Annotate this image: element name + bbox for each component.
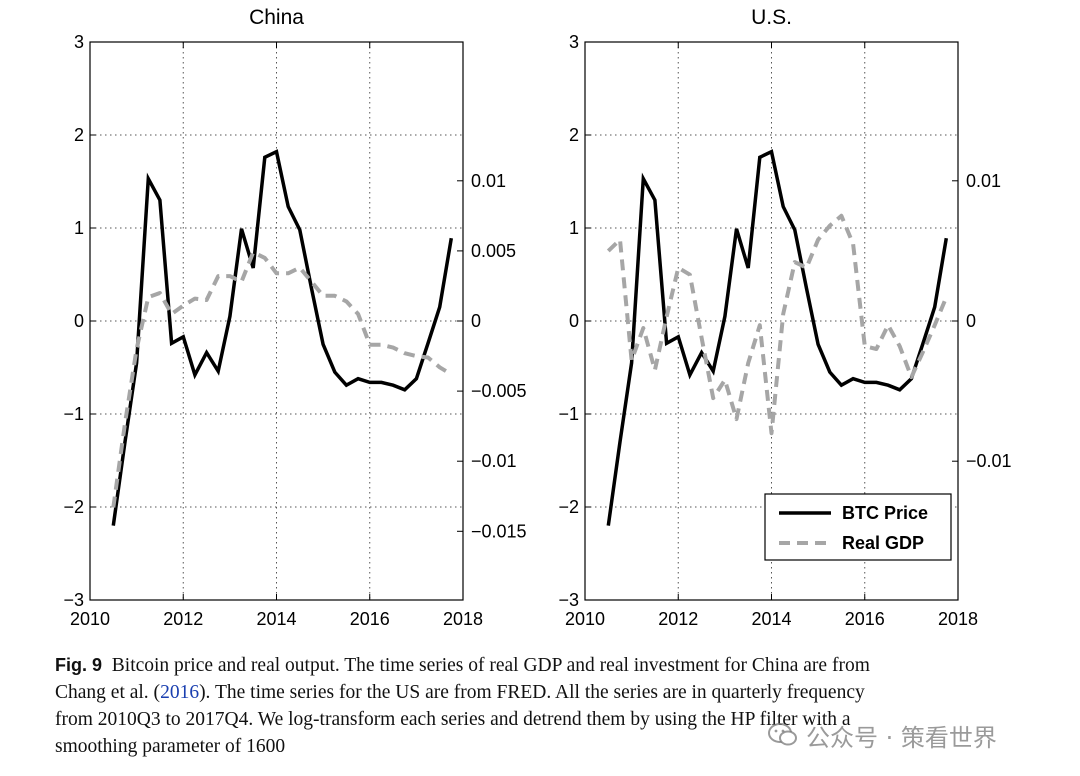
y2-tick-label: 0.01	[471, 171, 506, 191]
y2-tick-label: 0.01	[966, 171, 1001, 191]
legend-box	[764, 493, 952, 561]
watermark-text: 公众号 · 策看世界	[806, 723, 997, 752]
caption-text-2a: Chang et al. (	[55, 682, 161, 703]
caption-line-2: Chang et al. (2016). The time series for…	[55, 679, 1040, 706]
x-tick-label: 2018	[443, 609, 483, 629]
caption-figure-label: Fig. 9	[55, 655, 103, 675]
figure-caption: Fig. 9 Bitcoin price and real output. Th…	[55, 652, 1040, 760]
y-tick-label: 2	[74, 125, 84, 145]
btc-price-line	[111, 149, 454, 526]
x-tick-label: 2010	[565, 609, 605, 629]
y2-tick-label: 0	[471, 311, 481, 331]
x-tick-label: 2012	[163, 609, 203, 629]
y2-tick-label: −0.01	[471, 451, 517, 471]
y-tick-label: −2	[63, 497, 84, 517]
citation-link[interactable]: 2016	[160, 682, 200, 703]
y2-tick-label: −0.005	[471, 381, 527, 401]
y-tick-label: 3	[569, 32, 579, 52]
y-tick-label: 2	[569, 125, 579, 145]
caption-text-1: Bitcoin price and real output. The time …	[111, 655, 870, 676]
y-tick-label: 0	[569, 311, 579, 331]
y2-tick-label: 0.005	[471, 241, 516, 261]
x-tick-label: 2014	[256, 609, 296, 629]
y-tick-label: 1	[569, 218, 579, 238]
x-tick-label: 2016	[350, 609, 390, 629]
real-gdp-line	[111, 250, 453, 508]
real-gdp-line	[606, 213, 949, 436]
y-tick-label: 1	[74, 218, 84, 238]
watermark: 公众号 · 策看世界	[768, 718, 1058, 752]
chart-title: U.S.	[751, 6, 792, 29]
y2-tick-label: −0.015	[471, 521, 527, 541]
x-tick-label: 2016	[845, 609, 885, 629]
y-tick-label: −2	[558, 497, 579, 517]
legend-label: BTC Price	[842, 503, 928, 523]
y2-tick-label: 0	[966, 311, 976, 331]
x-tick-label: 2014	[751, 609, 791, 629]
y2-tick-label: −0.01	[966, 451, 1012, 471]
x-tick-label: 2018	[938, 609, 978, 629]
caption-line-1: Fig. 9 Bitcoin price and real output. Th…	[55, 652, 1040, 679]
caption-line-4: smoothing parameter of 1600	[55, 736, 286, 757]
y-tick-label: 3	[74, 32, 84, 52]
wechat-icon	[768, 723, 797, 746]
btc-price-line	[606, 149, 949, 526]
y-tick-label: −3	[558, 590, 579, 610]
y-tick-label: −1	[63, 404, 84, 424]
caption-text-2b: ). The time series for the US are from F…	[199, 682, 865, 703]
us-panel: U.S. 2010 2012 2014 2016 2018 3 2 1 0 −1 −2 −3 0.01 0 −…	[558, 6, 1011, 629]
caption-line-3: from 2010Q3 to 2017Q4. We log-transform …	[55, 709, 851, 730]
chart-title: China	[249, 6, 304, 29]
x-tick-label: 2010	[70, 609, 110, 629]
y-tick-label: −3	[63, 590, 84, 610]
y-tick-label: −1	[558, 404, 579, 424]
legend-label: Real GDP	[842, 533, 924, 553]
y-tick-label: 0	[74, 311, 84, 331]
china-panel: China 2010 2012 2014 2016 2018 3 2 1 0 −1 −2 −3 0.01 0…	[63, 6, 526, 629]
x-tick-label: 2012	[658, 609, 698, 629]
